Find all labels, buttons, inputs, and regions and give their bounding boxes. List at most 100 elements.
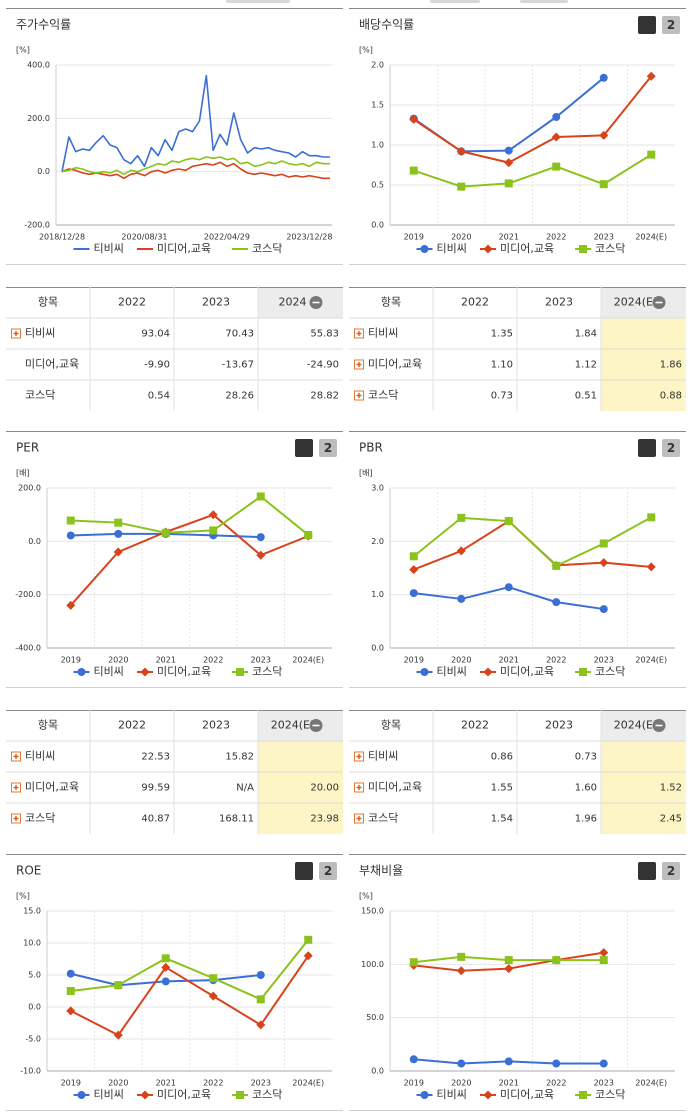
marker xyxy=(599,130,609,140)
view-button-label[interactable]: 2 xyxy=(324,441,332,455)
view-button[interactable] xyxy=(319,439,337,457)
marker xyxy=(504,517,513,526)
legend-label: 미디어,교육 xyxy=(157,242,211,255)
row-label: 티비씨 xyxy=(25,327,55,340)
x-tick-label: 2024(E) xyxy=(292,1079,324,1088)
panel xyxy=(349,854,686,1111)
table-header-bg xyxy=(258,710,343,741)
table-cell: 0.88 xyxy=(660,391,682,402)
view-button[interactable] xyxy=(295,862,313,880)
view-button-label[interactable]: 2 xyxy=(667,18,675,32)
y-tick-label: 0.5 xyxy=(371,181,384,190)
legend-label: 티비씨 xyxy=(94,242,124,255)
table-cell: 0.86 xyxy=(491,752,513,763)
view-button[interactable] xyxy=(662,16,680,34)
y-tick-label: -10.0 xyxy=(20,1067,41,1076)
x-tick-label: 2022/04/29 xyxy=(204,233,250,242)
table-cell: 23.98 xyxy=(310,814,339,825)
view-button[interactable] xyxy=(319,862,337,880)
table-header: 2024(E) xyxy=(271,719,315,732)
x-tick-label: 2020 xyxy=(451,656,471,665)
series-line xyxy=(413,75,653,164)
y-tick-label: 1.5 xyxy=(371,101,384,110)
view-button-label[interactable]: 2 xyxy=(667,864,675,878)
row-label: 코스닥 xyxy=(368,812,398,825)
legend-label: 티비씨 xyxy=(437,665,467,678)
view-button-label[interactable]: 2 xyxy=(667,441,675,455)
x-tick-label: 2024(E) xyxy=(635,233,667,242)
view-button[interactable] xyxy=(638,16,656,34)
table-header: 2022 xyxy=(118,719,146,732)
view-button[interactable] xyxy=(638,862,656,880)
expand-icon[interactable] xyxy=(13,785,19,790)
marker xyxy=(599,1059,608,1068)
legend-label: 미디어,교육 xyxy=(157,665,211,678)
expand-icon[interactable] xyxy=(356,362,362,367)
panel xyxy=(6,854,343,1111)
marker xyxy=(77,668,86,676)
marker xyxy=(114,518,123,527)
table-cell: 22.53 xyxy=(141,752,170,763)
marker xyxy=(456,966,466,976)
expand-icon[interactable] xyxy=(13,331,19,336)
expand-icon[interactable] xyxy=(356,393,362,398)
panel xyxy=(6,431,343,688)
marker xyxy=(552,561,561,570)
view-button-label[interactable]: 1 xyxy=(300,441,308,455)
x-tick-label: 2023 xyxy=(594,233,614,242)
expand-icon[interactable] xyxy=(13,816,19,821)
marker xyxy=(161,962,171,972)
view-button[interactable] xyxy=(662,439,680,457)
marker xyxy=(483,244,493,254)
y-unit: [%] xyxy=(16,892,30,901)
marker xyxy=(66,987,75,995)
expand-icon[interactable] xyxy=(356,816,362,821)
expand-icon[interactable] xyxy=(13,754,19,759)
marker xyxy=(66,1006,76,1016)
view-button[interactable] xyxy=(662,862,680,880)
y-tick-label: 3.0 xyxy=(371,484,384,493)
y-tick-label: 200.0 xyxy=(27,114,50,123)
marker xyxy=(66,531,75,540)
expand-icon[interactable] xyxy=(356,331,362,336)
marker xyxy=(504,956,513,965)
marker xyxy=(66,516,75,525)
table-cell: 0.73 xyxy=(575,752,597,763)
x-tick-label: 2020 xyxy=(451,1079,471,1088)
marker xyxy=(256,995,265,1004)
view-button-label[interactable]: 1 xyxy=(643,864,651,878)
expand-icon[interactable] xyxy=(356,785,362,790)
marker xyxy=(208,510,218,520)
table-cell: -13.67 xyxy=(222,360,254,371)
expand-icon[interactable] xyxy=(356,754,362,759)
x-tick-label: 2020 xyxy=(108,656,128,665)
marker xyxy=(113,547,123,557)
panel xyxy=(349,431,686,688)
view-button-label[interactable]: 1 xyxy=(643,441,651,455)
view-button[interactable] xyxy=(295,439,313,457)
panel-title: ROE xyxy=(16,864,41,878)
x-tick-label: 2023 xyxy=(251,656,271,665)
view-button-label[interactable]: 1 xyxy=(300,864,308,878)
y-tick-label: 1.0 xyxy=(371,141,384,150)
marker xyxy=(113,1030,123,1040)
row-label: 티비씨 xyxy=(368,327,398,340)
marker xyxy=(504,158,514,168)
y-tick-label: -400.0 xyxy=(15,644,41,653)
x-tick-label: 2021 xyxy=(499,1079,519,1088)
series-line xyxy=(413,153,652,188)
row-label: 미디어,교육 xyxy=(368,358,422,371)
view-button-label[interactable]: 2 xyxy=(324,864,332,878)
view-button[interactable] xyxy=(638,439,656,457)
table-cell: 1.55 xyxy=(491,783,513,794)
marker xyxy=(599,73,608,82)
marker xyxy=(304,530,313,539)
table-cell: 1.35 xyxy=(491,329,513,340)
x-tick-label: 2023/12/28 xyxy=(286,233,332,242)
view-button-label[interactable]: 1 xyxy=(643,18,651,32)
series-line xyxy=(413,516,652,567)
series-line xyxy=(61,74,330,172)
table-cell: 99.59 xyxy=(141,783,170,794)
y-tick-label: 1.0 xyxy=(371,590,384,599)
table-header-bg xyxy=(601,287,686,318)
